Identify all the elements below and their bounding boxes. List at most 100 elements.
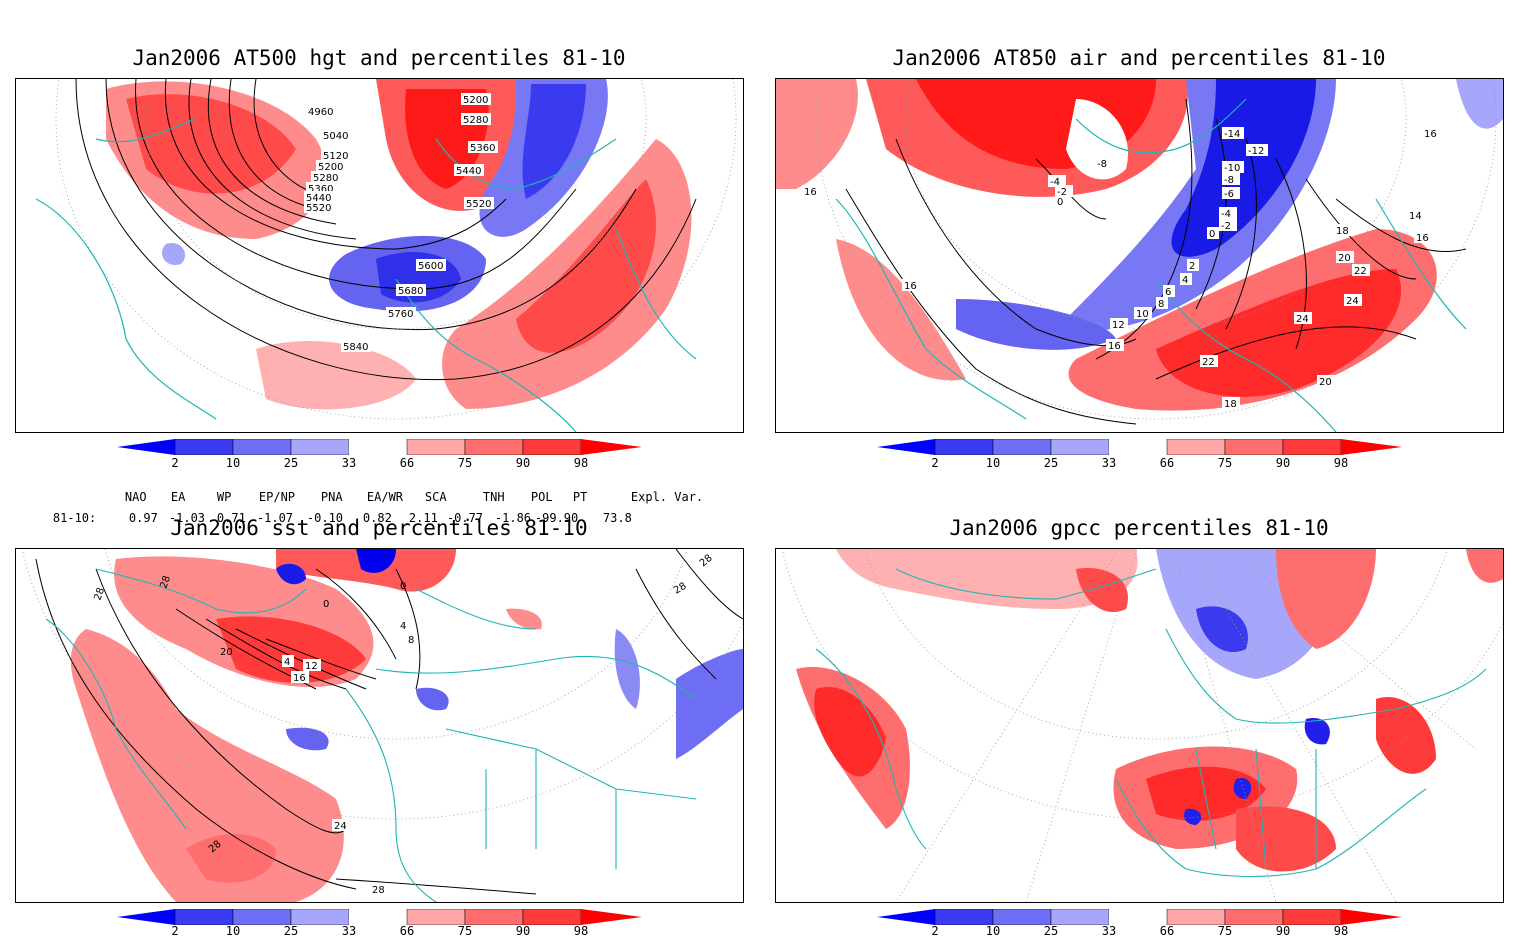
colorbar-label: 90	[1275, 924, 1291, 938]
panel-title-gpcc: Jan2006 gpcc percentiles 81-10	[949, 516, 1329, 540]
colorbar-label: 2	[171, 924, 179, 938]
contour-label: 28	[372, 885, 385, 896]
contour-label: 18	[1336, 226, 1349, 237]
contour-label: 4	[400, 621, 406, 632]
colorbar-label: 25	[283, 456, 299, 470]
contour-label: 5600	[418, 261, 443, 272]
shade-region	[416, 687, 449, 711]
contour-label: -4	[1050, 177, 1060, 188]
contour-label: 4	[1182, 275, 1188, 286]
contour-label: 5280	[463, 115, 488, 126]
shade-region	[522, 84, 586, 199]
contour-label: 5280	[313, 173, 338, 184]
contour-label: 24	[334, 821, 347, 832]
colorbar-label: 66	[399, 924, 415, 938]
contour-label: 0	[1209, 229, 1215, 240]
colorbar-label: 25	[1043, 924, 1059, 938]
shade-region	[814, 687, 886, 777]
shade-region	[256, 340, 416, 410]
colorbar-label: 25	[1043, 456, 1059, 470]
colorbar-label: 10	[225, 924, 241, 938]
shade-region	[506, 608, 542, 630]
shade-region	[614, 629, 640, 709]
tele-value: 0.82	[362, 511, 392, 525]
shade-region	[126, 94, 296, 194]
contour-label: 5840	[343, 342, 368, 353]
colorbar-label: 2	[931, 924, 939, 938]
contour-label: 22	[1202, 357, 1215, 368]
colorbar-label: 33	[341, 924, 357, 938]
teleconnection-headers: NAO EA WP EP/NP PNA EA/WR SCA TNH POL PT Expl. Var…	[96, 476, 711, 518]
map-panel-air850: 16 16 16 14 16 -12 -14 -10 -8 -6 -4 -2 0…	[775, 78, 1504, 433]
colorbar-swatches	[877, 908, 1402, 926]
tele-value: -0.10	[306, 511, 344, 525]
colorbar-label: 25	[283, 924, 299, 938]
shade-region	[1184, 808, 1202, 825]
tele-value: -99.90	[534, 511, 579, 525]
contour-label: 5360	[470, 143, 495, 154]
shade-region	[1196, 606, 1248, 653]
contour-label: 5120	[323, 151, 348, 162]
contour-label: 16	[293, 673, 306, 684]
shade-region	[70, 629, 344, 902]
contour-label: 16	[1424, 129, 1437, 140]
colorbar-label: 2	[171, 456, 179, 470]
contour-label: 6	[1165, 287, 1171, 298]
tele-row-label: 81-10:	[52, 511, 97, 525]
contour-label: 2	[1189, 261, 1195, 272]
shade-region	[836, 239, 966, 381]
map-panel-sst: 28 28 20 4 12 16 0 0 4 8 28 28 24 28 28	[15, 548, 744, 903]
colorbar-label: 66	[1159, 456, 1175, 470]
contour-label: 4960	[308, 107, 333, 118]
colorbar-label: 98	[573, 456, 589, 470]
contour-label: 8	[408, 635, 414, 646]
shade-region	[1376, 697, 1436, 774]
colorbar-bottom-right: 2 10 25 33 66 75 90 98	[877, 908, 1402, 941]
tele-header: POL	[530, 490, 553, 504]
contour-label: 12	[305, 661, 318, 672]
contour-label: 5680	[398, 286, 423, 297]
tele-value: -0.77	[446, 511, 484, 525]
contour-label: 0	[400, 581, 406, 592]
contour-label: 16	[804, 187, 817, 198]
shade-region	[1456, 79, 1503, 129]
shade-region	[776, 79, 858, 189]
colorbar-swatches	[877, 438, 1402, 456]
shade-region	[1466, 549, 1503, 583]
shade-region	[1276, 549, 1376, 649]
shade-region	[516, 179, 656, 353]
contour-label: 5440	[456, 166, 481, 177]
colorbar-top-left: 2 10 25 33 66 75 90 98	[117, 438, 642, 471]
tele-value: 0.97	[128, 511, 158, 525]
tele-header: NAO	[124, 490, 147, 504]
contour-label: 5200	[463, 95, 488, 106]
contour-label: 12	[1112, 320, 1125, 331]
contour-label: -12	[1248, 146, 1264, 157]
contour-label: -8	[1097, 159, 1107, 170]
contour-label: 14	[1409, 211, 1422, 222]
map-panel-hgt500: 4960 5040 5120 5200 5280 5360 5440 5520 …	[15, 78, 744, 433]
colorbar-label: 98	[1333, 924, 1349, 938]
tele-value: 2.11	[408, 511, 438, 525]
tele-value: 0.71	[216, 511, 246, 525]
tele-header: EA	[170, 490, 186, 504]
shade-region	[186, 834, 276, 883]
map-panel-gpcc	[775, 548, 1504, 903]
colorbar-label: 75	[457, 456, 473, 470]
colorbar-label: 33	[1101, 924, 1117, 938]
contour-label: 8	[1158, 299, 1164, 310]
tele-header: PT	[572, 490, 588, 504]
contour-label: 16	[904, 281, 917, 292]
shade-region	[1304, 718, 1330, 745]
tele-value: -1.07	[256, 511, 294, 525]
colorbar-label: 75	[457, 924, 473, 938]
colorbar-swatches	[117, 438, 642, 456]
teleconnection-values: 81-10: 0.97 -1.03 0.71 -1.07 -0.10 0.82 2.11 -0.…	[24, 497, 643, 539]
contour-label: 10	[1136, 309, 1149, 320]
colorbar-label: 33	[1101, 456, 1117, 470]
panel-title-air850: Jan2006 AT850 air and percentiles 81-10	[892, 46, 1386, 70]
shade-region	[161, 243, 186, 265]
contour-label: -14	[1224, 129, 1240, 140]
tele-header: SCA	[424, 490, 447, 504]
tele-header: EP/NP	[258, 490, 296, 504]
